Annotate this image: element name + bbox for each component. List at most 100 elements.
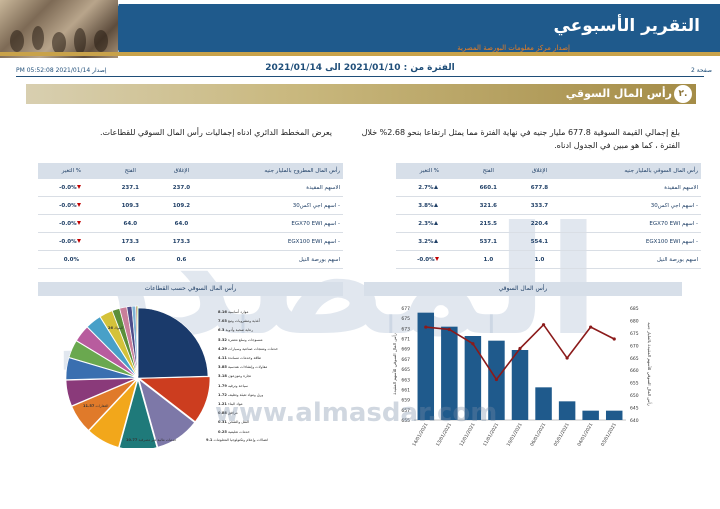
left-tick-label: 657 (401, 408, 410, 414)
market-cap-table: رأس المال السوقي بالمليار جنيه الإغلاق ا… (396, 163, 701, 269)
line-point (565, 356, 569, 360)
pie-category: منسوجات وسلع معمرة (228, 337, 263, 342)
cell-close: 64.0 (155, 214, 207, 233)
col-header-close: الإغلاق (513, 163, 565, 179)
col-header-open: الفتح (104, 163, 156, 179)
x-tick-label: 10/01/2021 (506, 422, 524, 448)
change-value: -0.0% (59, 220, 77, 227)
bar (464, 336, 482, 420)
free-float-table: رأس المال المطروح بالمليار جنيه الإغلاق … (38, 163, 343, 269)
pie-value: 26 (108, 326, 114, 330)
cell-open: 321.6 (462, 196, 514, 215)
bar-chart-title: رأس المال السوقي (364, 282, 682, 296)
down-arrow-icon (434, 256, 439, 261)
pie-value: 7.03 (218, 319, 227, 324)
pie-slice (88, 379, 138, 448)
pie-value: 3.18 (218, 374, 227, 379)
cell-open: 64.0 (104, 214, 156, 233)
pie-slice-label: 0.88 مرافق (218, 411, 238, 415)
cell-close: 0.6 (155, 250, 207, 269)
cell-change: 3.2% (396, 232, 463, 251)
right-tick-label: 675 (630, 331, 639, 337)
pie-category: تجارة وموزعون (228, 374, 252, 379)
pie-value: 3.85 (218, 365, 227, 370)
right-tick-label: 685 (630, 306, 639, 312)
section-title: رأس المال السوقي (565, 87, 672, 100)
pie-slice-label: 0.31 النقل والشحن (218, 420, 249, 424)
left-tick-label: 677 (401, 306, 410, 312)
right-tick-label: 655 (630, 381, 639, 387)
up-arrow-icon (433, 184, 438, 189)
pie-category: خدمات ومنتجات صناعية وسيارات (228, 346, 279, 351)
cell-close: 333.7 (513, 196, 565, 215)
cell-name: - اسهم EGX100 EWI (207, 232, 343, 251)
cell-close: 109.2 (155, 196, 207, 215)
cell-open: 537.1 (462, 232, 514, 251)
cell-change: -0.0% (38, 232, 105, 251)
pie-category: مواد البناء (228, 402, 243, 406)
col-header-close: الإغلاق (155, 163, 207, 179)
cell-close: 173.3 (155, 232, 207, 251)
pie-category: مقاولات وإنشاءات هندسية (228, 365, 268, 370)
pie-category: رعاية صحية وأدوية (225, 328, 254, 333)
pie-slice-label: 4.29 خدمات ومنتجات صناعية وسيارات (218, 347, 278, 351)
pie-category: خدمات تعليمية (228, 429, 250, 434)
change-value: 3.2% (418, 238, 434, 245)
pie-slice-label: 0.25 خدمات تعليمية (218, 430, 250, 434)
pie-category: اتصالات وإعلام وتكنولوجيا المعلومات (213, 438, 269, 442)
pie-slice (65, 378, 137, 407)
cell-open: 1.0 (462, 250, 514, 269)
line-point (612, 337, 616, 341)
table-row: اسهم بورصة النيل 0.6 0.6 0.0% (38, 250, 343, 269)
table-row: - اسهم اجي اكس30 333.7 321.6 3.8% (396, 196, 701, 215)
info-divider (16, 76, 704, 77)
pie-value: 5.32 (218, 337, 227, 342)
cell-name: اسهم بورصة النيل (565, 250, 701, 269)
line-point (518, 346, 522, 351)
report-period: الفترة من : 2021/01/10 الى 2021/01/14 (265, 63, 455, 73)
line-point (471, 342, 475, 346)
cell-change: -0.0% (38, 214, 105, 233)
change-value: -0.0% (59, 202, 77, 209)
left-tick-label: 661 (401, 387, 410, 393)
change-value: -0.0% (59, 238, 77, 245)
right-tick-label: 680 (630, 318, 639, 324)
cell-name: - اسهم EGX100 EWI (565, 232, 701, 251)
right-tick-label: 645 (630, 406, 639, 412)
pie-value: 4.11 (218, 356, 227, 360)
change-value: 3.8% (418, 202, 434, 209)
right-tick-label: 660 (630, 368, 639, 374)
section-number: ٢. (674, 85, 692, 103)
cell-close: 1.0 (513, 250, 565, 269)
cell-change: -0.0% (38, 179, 105, 197)
pie-category: موارد أساسية (228, 310, 249, 314)
pie-slice (139, 376, 211, 422)
down-arrow-icon (76, 220, 81, 225)
down-arrow-icon (76, 202, 81, 207)
pie-value: 1.21 (218, 402, 227, 406)
up-arrow-icon (433, 238, 438, 243)
left-tick-label: 655 (401, 418, 410, 424)
line-point (589, 325, 593, 329)
change-value: -0.0% (417, 256, 435, 263)
pie-value: 4.29 (218, 346, 227, 351)
sectors-paragraph: يعرض المخطط الدائري ادناه إجماليات رأس ا… (99, 128, 332, 137)
pie-slice-label: 1.72 ورق ومواد تعبئة وتغليف (218, 393, 263, 397)
cell-open: 0.6 (104, 250, 156, 269)
report-subtitle: إصدار مركز معلومات البورصة المصرية (457, 44, 570, 52)
down-arrow-icon (76, 238, 81, 243)
pie-category: مرافق (228, 411, 238, 416)
table-header-row: رأس المال المطروح بالمليار جنيه الإغلاق … (38, 163, 343, 179)
pie-slice-label: 1.79 سياحة وترفيه (218, 384, 248, 388)
line-point (447, 327, 451, 332)
table-row: الاسهم المقيدة 237.0 237.1 -0.0% (38, 179, 343, 197)
change-value: 0.0% (63, 256, 79, 263)
pie-value: 8.16 (218, 310, 227, 314)
header-band (118, 4, 720, 52)
cell-open: 237.1 (104, 179, 156, 197)
left-tick-label: 675 (401, 316, 410, 322)
right-tick-label: 670 (630, 343, 639, 349)
pie-value: 0.31 (218, 420, 227, 425)
cell-name: - اسهم اجي اكس30 (565, 196, 701, 215)
change-value: -0.0% (59, 184, 77, 191)
